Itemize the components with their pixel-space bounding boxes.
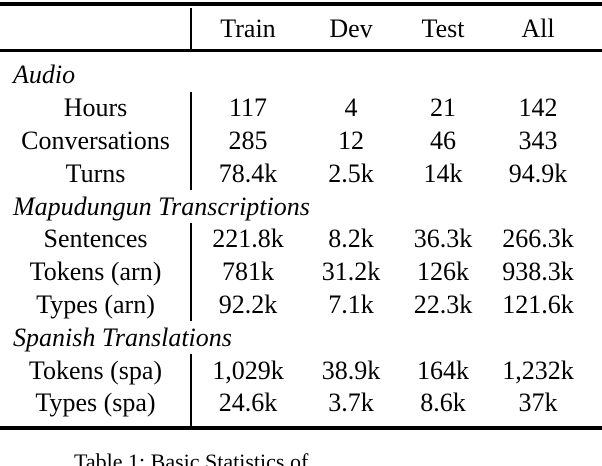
cell-test: 164k xyxy=(417,355,469,385)
cell-all: 142 xyxy=(518,93,558,123)
table-row-tokens-arn: Tokens (arn) 781k 31.2k 126k 938.3k xyxy=(0,256,602,289)
cell-test: 21 xyxy=(430,93,456,123)
table-row-sentences: Sentences 221.8k 8.2k 36.3k 266.3k xyxy=(0,223,602,256)
section-row-audio: Audio xyxy=(0,59,602,92)
cell-test: 126k xyxy=(417,257,469,287)
column-separator-audio xyxy=(190,92,192,190)
cell-dev: 3.7k xyxy=(328,388,374,418)
section-label: Spanish Translations xyxy=(13,322,232,352)
cell-train: 221.8k xyxy=(212,224,284,254)
table-header-row: Train Dev Test All xyxy=(0,8,602,49)
cell-all: 938.3k xyxy=(502,257,574,287)
cell-all: 266.3k xyxy=(502,224,574,254)
table-rule-mid xyxy=(0,49,602,52)
cell-dev: 31.2k xyxy=(321,257,381,287)
section-label: Audio xyxy=(13,60,76,90)
cell-all: 94.9k xyxy=(508,158,568,188)
column-separator-mapudungun xyxy=(190,223,192,321)
column-header-train: Train xyxy=(220,13,276,43)
cell-train: 92.2k xyxy=(218,289,278,319)
row-label: Tokens (arn) xyxy=(29,257,162,287)
table-row-conversations: Conversations 285 12 46 343 xyxy=(0,125,602,158)
row-label: Hours xyxy=(63,93,128,123)
cell-test: 46 xyxy=(430,125,456,155)
section-row-spanish-translations: Spanish Translations xyxy=(0,321,602,354)
cell-train: 24.6k xyxy=(218,388,278,418)
cell-train: 117 xyxy=(228,93,268,123)
cell-dev: 4 xyxy=(344,93,358,123)
column-header-test: Test xyxy=(421,13,465,43)
table-caption: Table 1: Basic Statistics of xyxy=(74,449,309,466)
row-label: Tokens (spa) xyxy=(28,355,163,385)
cell-all: 343 xyxy=(518,125,558,155)
cell-dev: 12 xyxy=(338,125,364,155)
cell-dev: 2.5k xyxy=(328,158,374,188)
table-row-types-spa: Types (spa) 24.6k 3.7k 8.6k 37k xyxy=(0,387,602,420)
table-rule-top xyxy=(0,2,602,6)
cell-test: 22.3k xyxy=(413,289,473,319)
column-header-all: All xyxy=(521,13,555,43)
cell-all: 121.6k xyxy=(502,289,574,319)
cell-train: 78.4k xyxy=(218,158,278,188)
table-row-types-arn: Types (arn) 92.2k 7.1k 22.3k 121.6k xyxy=(0,289,602,322)
column-separator-spanish xyxy=(190,354,192,426)
cell-train: 285 xyxy=(228,125,268,155)
cell-all: 1,232k xyxy=(502,355,574,385)
cell-test: 14k xyxy=(423,158,463,188)
column-separator-header xyxy=(190,8,192,49)
row-label: Types (arn) xyxy=(36,289,155,319)
cell-dev: 7.1k xyxy=(328,289,374,319)
table-body: Audio Hours 117 4 21 142 Conversations 2… xyxy=(0,59,602,420)
row-label: Conversations xyxy=(21,125,170,155)
cell-dev: 8.2k xyxy=(328,224,374,254)
row-label: Sentences xyxy=(43,224,148,254)
cell-train: 1,029k xyxy=(212,355,284,385)
cell-test: 36.3k xyxy=(413,224,473,254)
table-rule-bottom xyxy=(0,426,602,430)
table-row-tokens-spa: Tokens (spa) 1,029k 38.9k 164k 1,232k xyxy=(0,354,602,387)
table-row-turns: Turns 78.4k 2.5k 14k 94.9k xyxy=(0,157,602,190)
section-row-mapudungun-transcriptions: Mapudungun Transcriptions xyxy=(0,190,602,223)
row-label: Types (spa) xyxy=(35,388,156,418)
cell-test: 8.6k xyxy=(420,388,466,418)
column-header-dev: Dev xyxy=(329,13,373,43)
cell-dev: 38.9k xyxy=(321,355,381,385)
cell-all: 37k xyxy=(518,388,558,418)
table-row-hours: Hours 117 4 21 142 xyxy=(0,92,602,125)
cell-train: 781k xyxy=(222,257,274,287)
section-label: Mapudungun Transcriptions xyxy=(13,191,310,221)
row-label: Turns xyxy=(65,158,126,188)
